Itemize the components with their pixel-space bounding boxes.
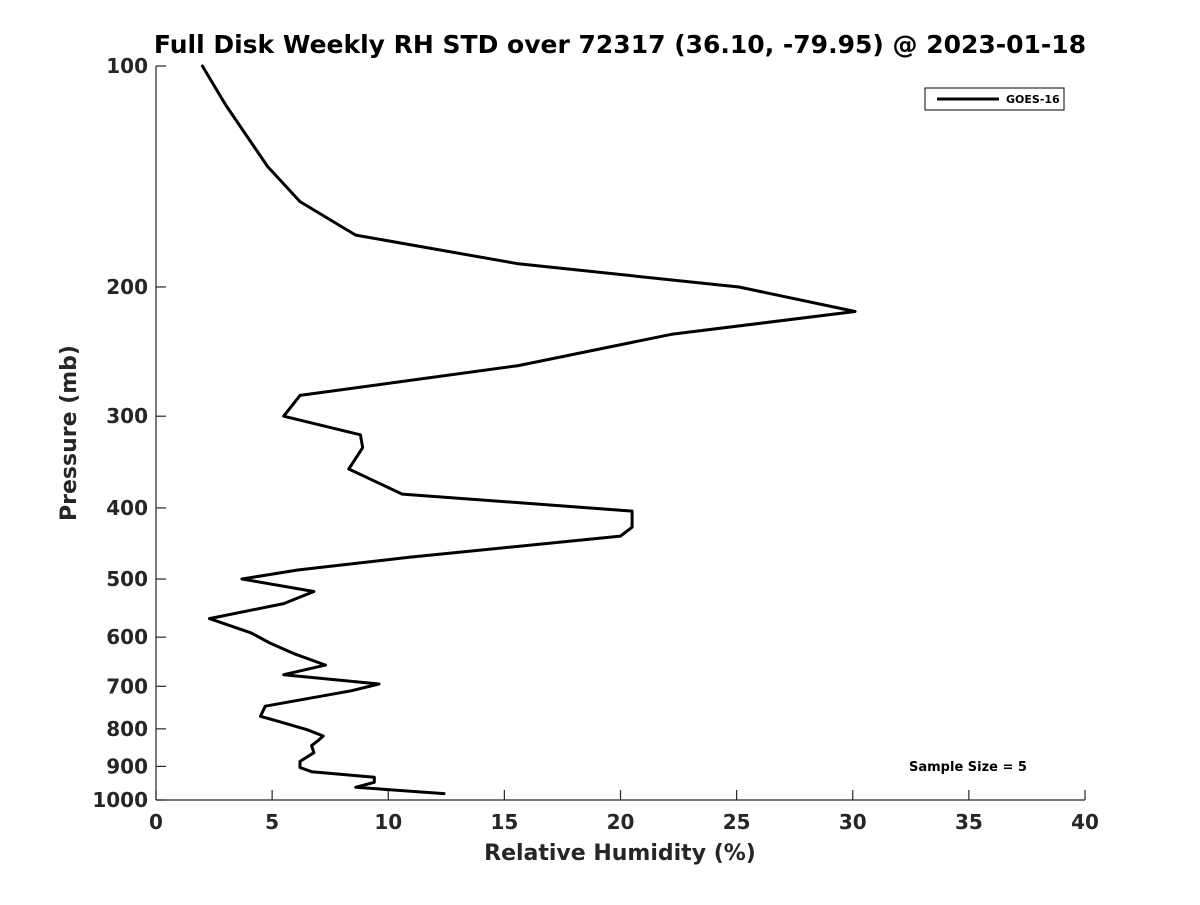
y-tick-label: 900	[106, 754, 148, 778]
x-tick-label: 5	[265, 810, 279, 834]
y-tick-label: 800	[106, 717, 148, 741]
x-tick-label: 20	[607, 810, 635, 834]
x-tick-label: 0	[149, 810, 163, 834]
x-tick-label: 30	[839, 810, 867, 834]
y-tick-label: 700	[106, 674, 148, 698]
y-tick-label: 300	[106, 404, 148, 428]
sample-size-annotation: Sample Size = 5	[909, 760, 1027, 775]
x-tick-label: 25	[723, 810, 751, 834]
x-tick-label: 35	[955, 810, 983, 834]
series-line-goes-16	[200, 64, 857, 796]
y-axis-label: Pressure (mb)	[57, 345, 82, 521]
y-axis-ticks: 100 200 300 400 500 600 700 800 900 1000	[92, 54, 166, 812]
legend-entry-label: GOES-16	[1006, 93, 1060, 106]
y-tick-label: 100	[106, 54, 148, 78]
x-tick-label: 10	[374, 810, 402, 834]
x-tick-label: 40	[1071, 810, 1099, 834]
y-tick-label: 600	[106, 625, 148, 649]
y-tick-label: 500	[106, 567, 148, 591]
y-tick-label: 200	[106, 275, 148, 299]
x-axis-label: Relative Humidity (%)	[484, 841, 756, 866]
y-tick-label: 1000	[92, 788, 148, 812]
y-tick-label: 400	[106, 496, 148, 520]
legend: GOES-16	[924, 87, 1065, 111]
chart-title: Full Disk Weekly RH STD over 72317 (36.1…	[154, 30, 1086, 59]
x-tick-label: 15	[490, 810, 518, 834]
x-axis-ticks: 0 5 10 15 20 25 30 35 40	[149, 790, 1099, 834]
